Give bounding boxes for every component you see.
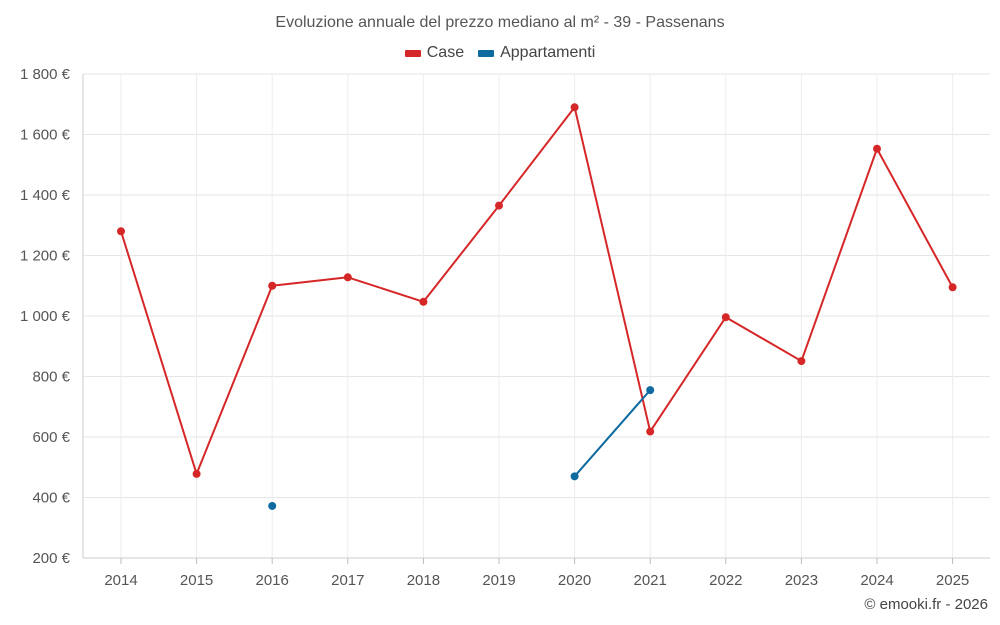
data-point-case [419,297,428,306]
x-tick-label: 2017 [331,572,364,589]
legend-item-appartamenti[interactable]: Appartamenti [478,44,595,62]
series-line-case [573,106,652,433]
y-tick-label: 1 400 € [20,187,71,204]
legend-swatch-case [404,49,421,57]
credit-text: © emooki.fr - 2026 [864,596,988,613]
series-line-case [120,230,198,475]
legend-label-appartamenti: Appartamenti [500,44,596,61]
data-point-case [495,201,503,210]
y-tick-label: 1 600 € [20,127,71,144]
y-tick-label: 800 € [32,369,70,386]
series-line-case [498,106,576,207]
x-tick-label: 2015 [180,572,213,589]
x-tick-label: 2024 [860,572,893,589]
data-point-case [570,103,579,112]
series-line-case [271,276,349,287]
x-tick-label: 2022 [709,572,742,589]
x-tick-label: 2018 [407,572,440,589]
data-point-appartamenti [570,472,579,481]
x-tick-label: 2023 [785,572,818,589]
legend-item-case[interactable]: Case [404,44,465,62]
series-line-case [800,147,878,363]
data-point-case [343,273,352,282]
x-tick-label: 2021 [634,572,667,589]
data-point-case [117,227,125,236]
series-line-case [876,147,954,289]
chart-legend: Case Appartamenti [0,44,1000,62]
data-point-case [948,283,957,292]
y-tick-label: 1 000 € [20,308,71,325]
series-line-case [724,316,803,363]
legend-label-case: Case [426,44,465,61]
legend-swatch-appartamenti [478,49,495,57]
data-point-case [268,281,277,290]
chart-title: Evoluzione annuale del prezzo mediano al… [275,14,725,31]
data-point-case [873,144,881,153]
x-tick-label: 2020 [558,572,591,589]
series-line-appartamenti [573,389,652,478]
x-tick-label: 2019 [482,572,515,589]
x-tick-label: 2025 [936,572,969,589]
data-point-case [721,313,730,322]
data-point-appartamenti [268,501,277,510]
series-line-case [346,276,425,303]
data-point-case [646,427,655,436]
series-line-case [195,284,274,475]
x-tick-label: 2016 [256,572,289,589]
y-tick-label: 200 € [32,550,70,567]
x-tick-label: 2014 [104,572,137,589]
y-tick-label: 1 800 € [20,66,71,83]
data-point-case [192,469,201,478]
series-line-case [649,316,727,433]
series-line-case [422,204,500,303]
data-point-appartamenti [646,386,655,395]
y-tick-label: 400 € [32,490,70,507]
y-tick-label: 600 € [32,429,70,446]
data-point-case [797,357,806,366]
y-tick-label: 1 200 € [20,248,71,265]
